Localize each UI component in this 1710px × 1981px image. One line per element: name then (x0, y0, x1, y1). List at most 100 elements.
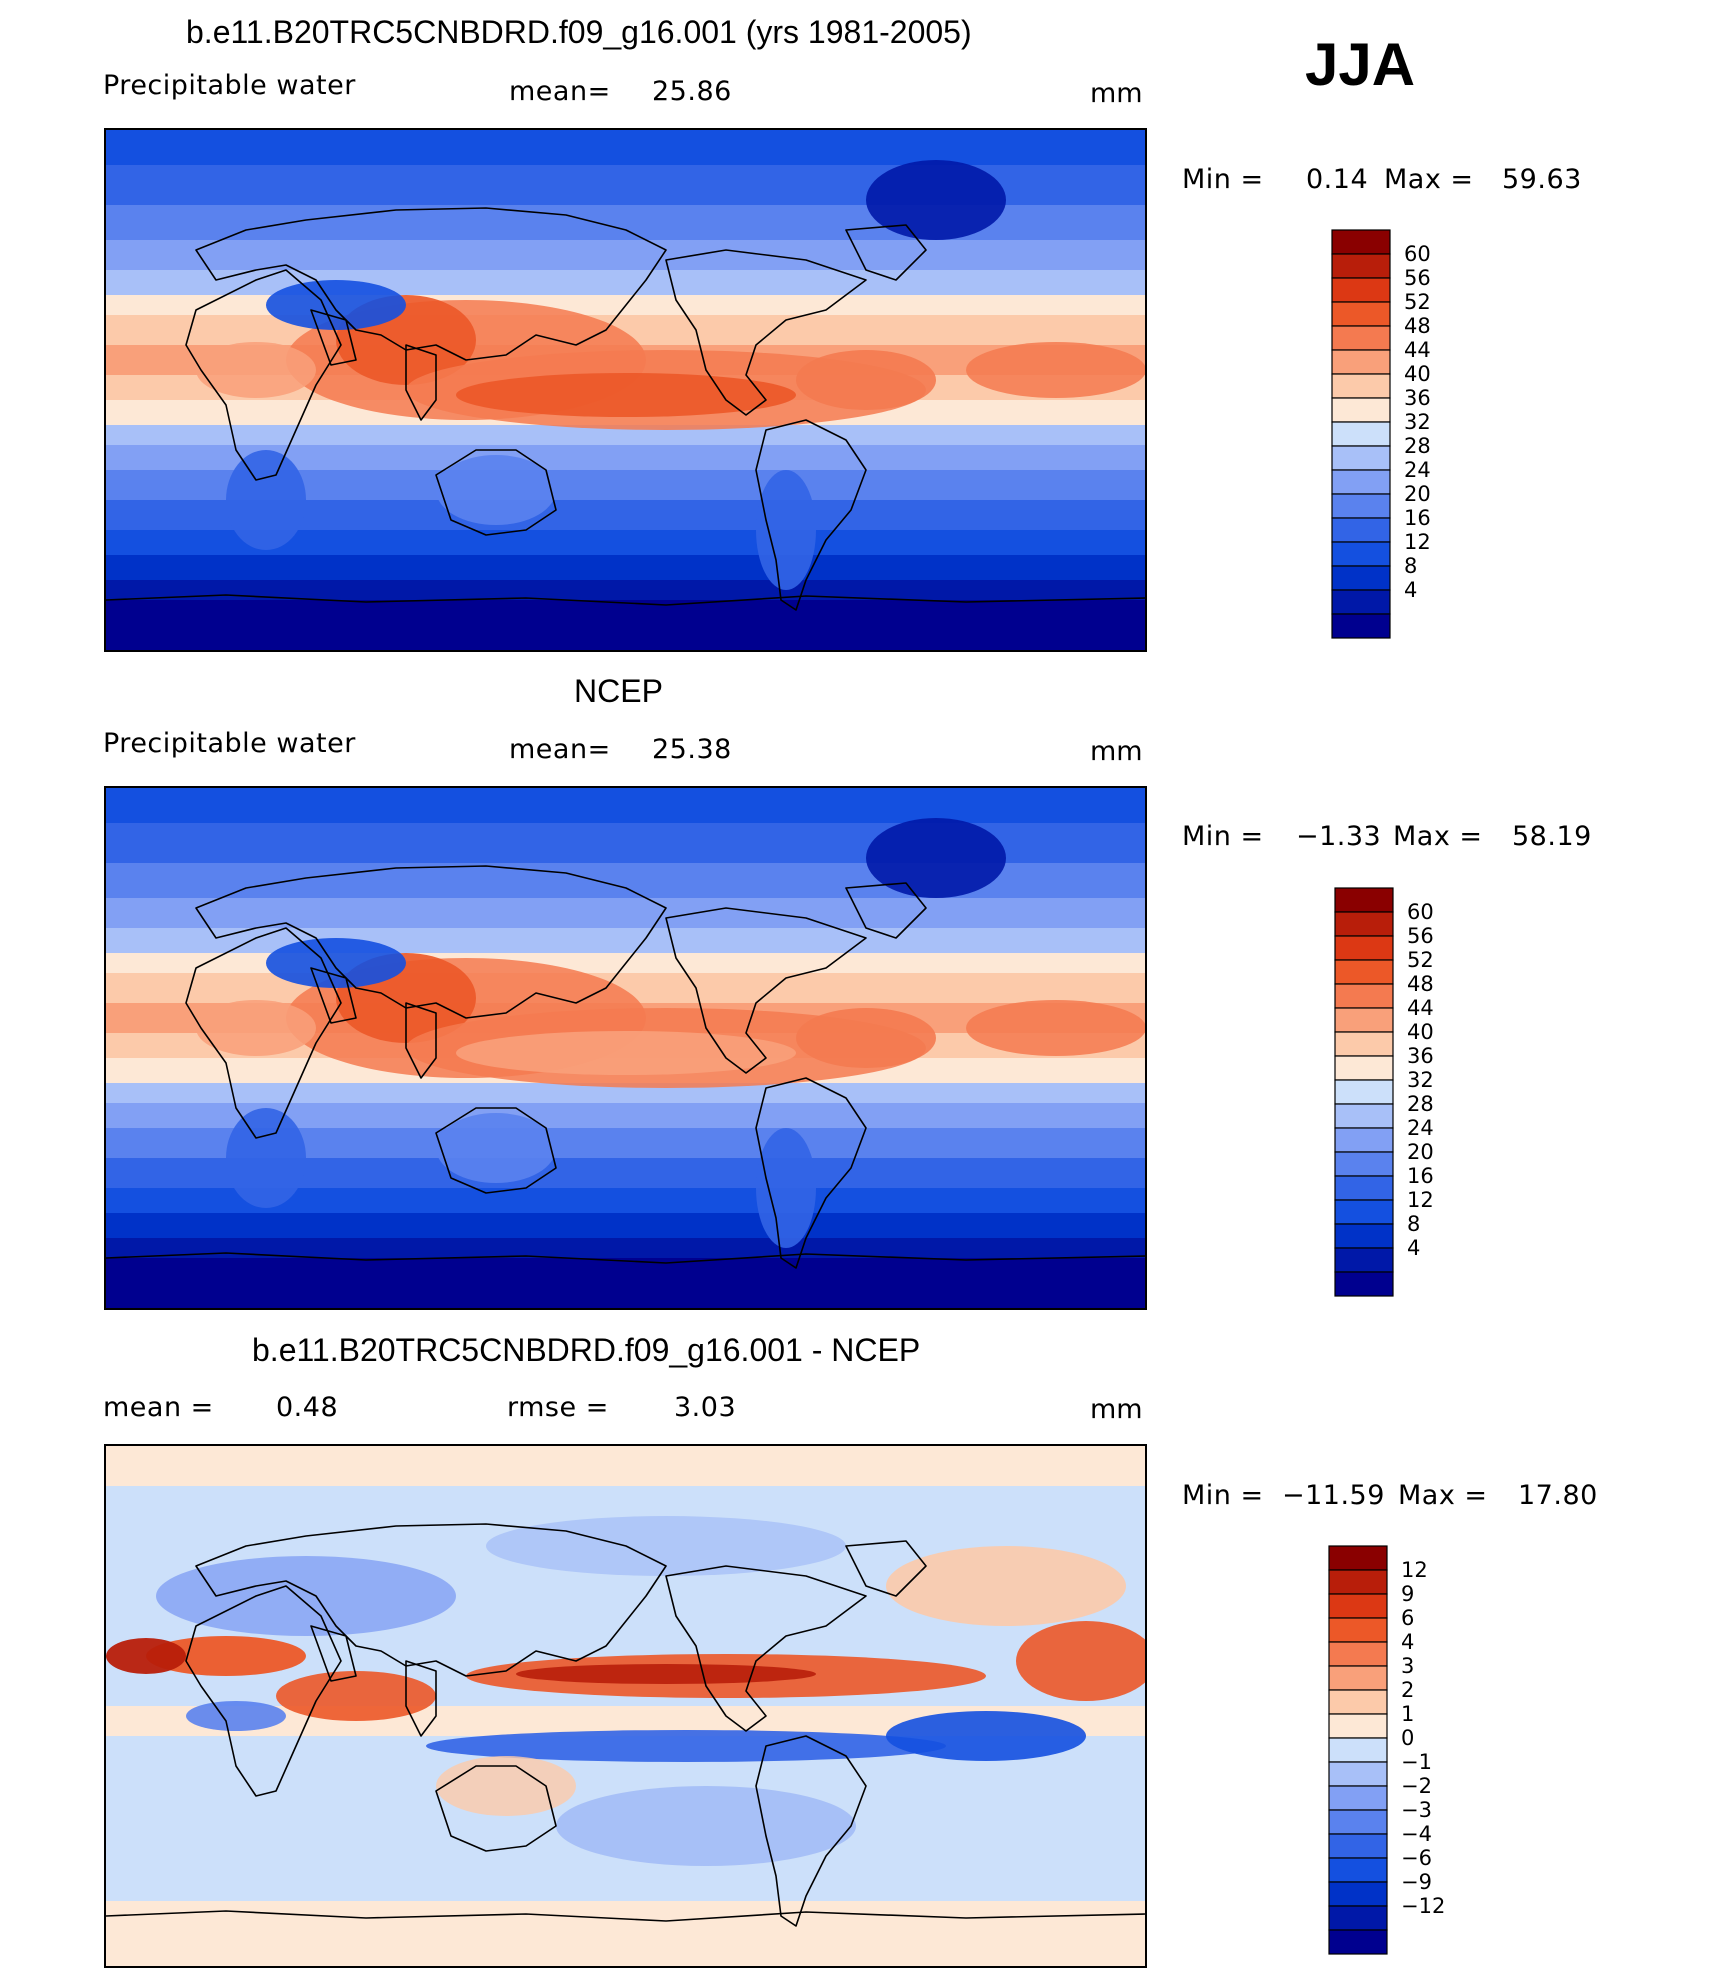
colorbar-tick-label: 12 (1404, 530, 1431, 554)
coastline (755, 1077, 867, 1269)
field-band (106, 928, 1145, 953)
colorbar-box (1334, 1103, 1394, 1129)
colorbar-tick-label: −4 (1401, 1822, 1432, 1846)
panel2-min-value: −1.33 (1296, 821, 1382, 852)
panel2-map (104, 786, 1147, 1310)
colorbar-tick-label: −6 (1401, 1846, 1432, 1870)
colorbar-box (1331, 517, 1391, 543)
colorbar-tick-label: 44 (1407, 996, 1434, 1020)
field-band (106, 580, 1145, 600)
coastline (310, 967, 437, 1079)
field-region (866, 160, 1006, 240)
field-region (516, 1664, 816, 1684)
panel3-min-label: Min = (1182, 1480, 1264, 1511)
colorbar-box (1328, 1761, 1388, 1787)
panel3-max-value: 17.80 (1518, 1480, 1598, 1511)
field-region (456, 1031, 796, 1075)
colorbar-box (1328, 1617, 1388, 1643)
colorbar-box (1334, 1199, 1394, 1225)
field-region (226, 450, 306, 550)
colorbar-box (1328, 1905, 1388, 1931)
field-region (486, 1516, 846, 1576)
field-band (106, 788, 1145, 823)
field-band (106, 1446, 1145, 1486)
panel3-map (104, 1444, 1147, 1968)
colorbar-box (1328, 1593, 1388, 1619)
colorbar-tick-label: 16 (1407, 1164, 1434, 1188)
coastline (755, 419, 867, 611)
field-band (106, 270, 1145, 295)
colorbar-box (1331, 373, 1391, 399)
colorbar-box (1328, 1737, 1388, 1763)
colorbar-tick-label: 28 (1404, 434, 1431, 458)
field-region (436, 1756, 576, 1816)
colorbar-box (1328, 1713, 1388, 1739)
colorbar-box (1334, 1151, 1394, 1177)
coastline (106, 1252, 1145, 1264)
panel2-mean-label: mean= (509, 734, 611, 765)
colorbar-box (1334, 959, 1394, 985)
colorbar-tick-label: 20 (1404, 482, 1431, 506)
colorbar-box (1331, 397, 1391, 423)
colorbar-box (1331, 277, 1391, 303)
colorbar-box (1334, 1127, 1394, 1153)
colorbar-tick-label: 40 (1404, 362, 1431, 386)
colorbar-box (1331, 229, 1391, 255)
panel3-max-label: Max = (1398, 1480, 1488, 1511)
coastline (755, 1735, 867, 1927)
colorbar-tick-label: 48 (1404, 314, 1431, 338)
colorbar-tick-label: 2 (1401, 1678, 1414, 1702)
panel3-mean-value: 0.48 (276, 1392, 339, 1423)
season-label: JJA (1305, 31, 1416, 98)
field-region (756, 1128, 816, 1248)
colorbar-tick-label: −1 (1401, 1750, 1432, 1774)
field-region (966, 1000, 1145, 1056)
colorbar-box (1331, 541, 1391, 567)
field-region (196, 342, 316, 398)
coastline (665, 249, 867, 416)
colorbar-box (1334, 983, 1394, 1009)
field-band (106, 1238, 1145, 1258)
panel2-max-value: 58.19 (1512, 821, 1592, 852)
colorbar-box (1331, 565, 1391, 591)
field-region (966, 342, 1145, 398)
colorbar-tick-label: −9 (1401, 1870, 1432, 1894)
panel2-units: mm (1090, 736, 1143, 767)
colorbar-box (1334, 1175, 1394, 1201)
colorbar-box (1334, 1247, 1394, 1273)
colorbar-tick-label: 60 (1404, 242, 1431, 266)
colorbar-box (1328, 1881, 1388, 1907)
field-region (106, 1638, 186, 1674)
colorbar-box (1328, 1641, 1388, 1667)
colorbar-tick-label: 44 (1404, 338, 1431, 362)
colorbar-box (1331, 349, 1391, 375)
colorbar-tick-label: 4 (1404, 578, 1417, 602)
coastline (435, 1765, 557, 1852)
coastline (195, 865, 667, 1019)
coastline (106, 594, 1145, 606)
colorbar-tick-label: 56 (1404, 266, 1431, 290)
panel2-variable-label: Precipitable water (103, 728, 356, 759)
colorbar-tick-label: 8 (1404, 554, 1417, 578)
field-region (156, 1556, 456, 1636)
colorbar-tick-label: 48 (1407, 972, 1434, 996)
colorbar-tick-label: 28 (1407, 1092, 1434, 1116)
colorbar-box (1328, 1833, 1388, 1859)
coastline (845, 224, 927, 281)
colorbar-box (1334, 1079, 1394, 1105)
colorbar-tick-label: 0 (1401, 1726, 1414, 1750)
colorbar-box (1334, 1223, 1394, 1249)
coastline (185, 927, 342, 1139)
colorbar-box (1331, 589, 1391, 615)
coastline (310, 309, 437, 421)
panel2-mean-value: 25.38 (652, 734, 732, 765)
colorbar-box (1331, 301, 1391, 327)
colorbar-box (1328, 1545, 1388, 1571)
colorbar-tick-label: 6 (1401, 1606, 1414, 1630)
colorbar-tick-label: 9 (1401, 1582, 1414, 1606)
field-region (1016, 1621, 1145, 1701)
panel3-units: mm (1090, 1394, 1143, 1425)
field-region (426, 1730, 946, 1762)
coastline (435, 449, 557, 536)
panel2-field (106, 788, 1145, 1308)
